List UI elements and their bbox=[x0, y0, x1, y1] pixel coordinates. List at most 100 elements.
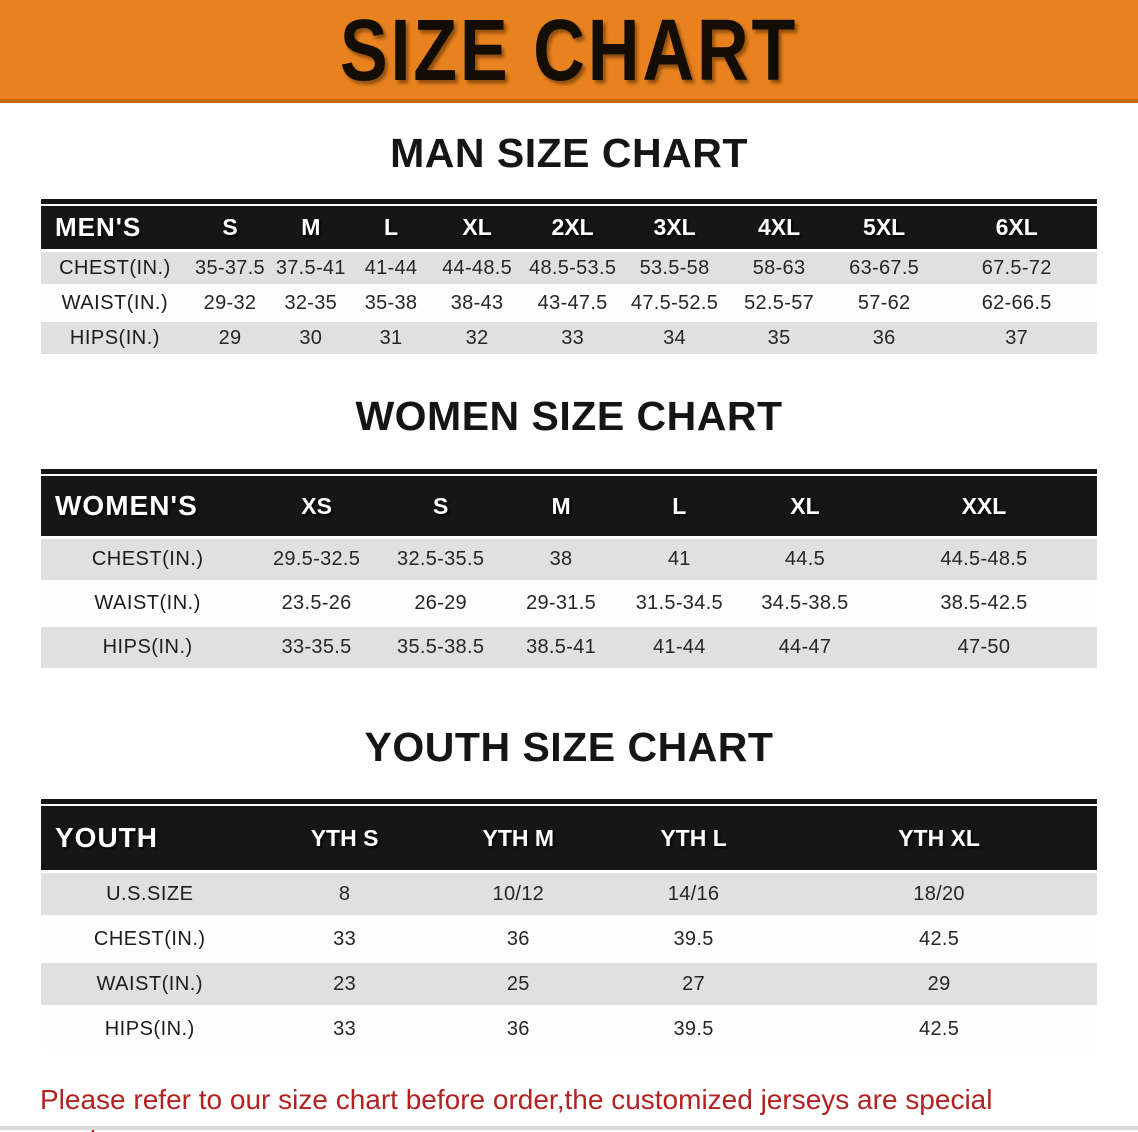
youth-size-value: 8 bbox=[338, 882, 351, 905]
youth-header-label: YOUTH bbox=[55, 822, 158, 853]
women-size-column-header: L bbox=[672, 492, 687, 519]
women-row-waistin: WAIST(IN.) 23.5-26 26-29 29-31.5 31.5-34.5 34… bbox=[41, 583, 1097, 624]
men-size-value: 62-66.5 bbox=[981, 291, 1052, 314]
women-size-column-header: XXL bbox=[961, 492, 1007, 519]
youth-row-ussize: U.S.SIZE 8 10/12 14/16 18/20 bbox=[41, 873, 1097, 915]
women-size-column-header: XS bbox=[301, 492, 332, 519]
men-size-column-header: M bbox=[301, 214, 321, 240]
men-size-value: 32 bbox=[465, 326, 489, 349]
women-size-value: 44.5-48.5 bbox=[940, 548, 1028, 570]
youth-size-value: 14/16 bbox=[667, 882, 720, 905]
men-size-value: 32-35 bbox=[284, 291, 338, 314]
size-chart-banner: SIZE CHART bbox=[0, 0, 1138, 103]
youth-size-value: 33 bbox=[333, 1017, 357, 1040]
women-size-value: 35.5-38.5 bbox=[397, 636, 485, 658]
men-row-label: CHEST(IN.) bbox=[59, 256, 171, 279]
women-size-table: WOMEN'S XS S M L XL XXL CHEST(IN.) 29.5-32.5 32.5… bbox=[41, 469, 1097, 668]
men-size-value: 37.5-41 bbox=[275, 256, 346, 279]
youth-size-value: 42.5 bbox=[919, 1017, 960, 1040]
men-size-value: 41-44 bbox=[364, 256, 418, 279]
men-size-value: 36 bbox=[872, 326, 896, 349]
women-header-label: WOMEN'S bbox=[55, 490, 198, 521]
women-row-chestin: CHEST(IN.) 29.5-32.5 32.5-35.5 38 41 44.5 44.5… bbox=[41, 539, 1097, 580]
men-size-value: 37 bbox=[1005, 326, 1029, 349]
youth-row-label: HIPS(IN.) bbox=[104, 1017, 195, 1040]
youth-size-value: 25 bbox=[506, 972, 530, 995]
men-row-chestin: CHEST(IN.) 35-37.5 37.5-41 41-44 44-48.5 48.5… bbox=[41, 252, 1097, 284]
women-size-value: 23.5-26 bbox=[281, 592, 352, 614]
men-size-value: 48.5-53.5 bbox=[529, 256, 617, 279]
women-size-value: 38.5-42.5 bbox=[940, 592, 1028, 614]
men-size-column-header: 2XL bbox=[551, 214, 594, 240]
men-size-value: 44-48.5 bbox=[442, 256, 513, 279]
youth-size-value: 39.5 bbox=[673, 1017, 714, 1040]
men-size-value: 67.5-72 bbox=[981, 256, 1052, 279]
women-size-value: 41-44 bbox=[652, 636, 706, 658]
men-size-value: 30 bbox=[299, 326, 323, 349]
men-size-column-header: 3XL bbox=[653, 214, 696, 240]
youth-size-column-header: YTH M bbox=[482, 824, 555, 851]
youth-row-chestin: CHEST(IN.) 33 36 39.5 42.5 bbox=[41, 918, 1097, 960]
men-size-value: 31 bbox=[379, 326, 403, 349]
men-size-value: 29-32 bbox=[203, 291, 257, 314]
youth-size-value: 36 bbox=[506, 927, 530, 950]
women-size-value: 38 bbox=[549, 548, 573, 570]
women-size-value: 32.5-35.5 bbox=[397, 548, 485, 570]
men-row-hipsin: HIPS(IN.) 29 30 31 32 33 34 35 36 37 bbox=[41, 322, 1097, 354]
youth-size-column-header: YTH S bbox=[310, 824, 379, 851]
youth-row-label: U.S.SIZE bbox=[106, 882, 194, 905]
women-size-value: 44-47 bbox=[778, 636, 832, 658]
women-row-hipsin: HIPS(IN.) 33-35.5 35.5-38.5 38.5-41 41-44 44-… bbox=[41, 627, 1097, 668]
women-size-value: 33-35.5 bbox=[281, 636, 352, 658]
men-size-value: 53.5-58 bbox=[639, 256, 710, 279]
women-size-value: 31.5-34.5 bbox=[635, 592, 723, 614]
youth-size-value: 27 bbox=[682, 972, 705, 995]
men-size-column-header: 6XL bbox=[995, 214, 1038, 240]
women-row-label: WAIST(IN.) bbox=[94, 592, 201, 614]
women-row-label: CHEST(IN.) bbox=[91, 548, 204, 570]
men-size-value: 33 bbox=[561, 326, 585, 349]
youth-size-value: 10/12 bbox=[492, 882, 545, 905]
men-size-value: 34 bbox=[663, 326, 686, 349]
women-size-value: 44.5 bbox=[784, 548, 826, 570]
men-row-label: WAIST(IN.) bbox=[61, 291, 169, 314]
youth-size-value: 29 bbox=[927, 972, 951, 995]
women-size-value: 29-31.5 bbox=[526, 592, 596, 614]
men-size-value: 29 bbox=[218, 326, 242, 349]
youth-size-value: 36 bbox=[506, 1017, 530, 1040]
youth-table-header-row: YOUTH YTH S YTH M YTH L YTH XL bbox=[41, 806, 1097, 870]
youth-row-hipsin: HIPS(IN.) 33 36 39.5 42.5 bbox=[41, 1008, 1097, 1050]
women-size-value: 47-50 bbox=[957, 636, 1011, 658]
men-section-title: MAN SIZE CHART bbox=[390, 130, 748, 176]
youth-size-value: 18/20 bbox=[913, 882, 965, 905]
page-title: SIZE CHART bbox=[339, 0, 799, 99]
women-size-column-header: S bbox=[432, 492, 449, 519]
men-size-column-header: XL bbox=[462, 214, 492, 240]
men-size-table: MEN'S S M L XL 2XL 3XL 4XL 5XL 6XL CHEST(IN.) 35-37… bbox=[41, 199, 1097, 354]
women-size-value: 26-29 bbox=[414, 592, 467, 614]
women-size-column-header: XL bbox=[790, 492, 820, 519]
youth-section-title: YOUTH SIZE CHART bbox=[364, 724, 774, 770]
bottom-divider bbox=[0, 1126, 1138, 1130]
men-size-value: 47.5-52.5 bbox=[630, 291, 719, 314]
men-row-waistin: WAIST(IN.) 29-32 32-35 35-38 38-43 43-47.5 47.… bbox=[41, 287, 1097, 319]
youth-row-label: WAIST(IN.) bbox=[96, 972, 203, 995]
youth-size-column-header: YTH XL bbox=[898, 824, 980, 851]
women-size-value: 41 bbox=[667, 548, 691, 570]
men-size-value: 35 bbox=[767, 326, 791, 349]
men-size-value: 43-47.5 bbox=[537, 291, 608, 314]
men-size-value: 58-63 bbox=[752, 256, 806, 279]
men-table-header-row: MEN'S S M L XL 2XL 3XL 4XL 5XL 6XL bbox=[41, 206, 1097, 249]
women-size-value: 29.5-32.5 bbox=[272, 548, 361, 570]
youth-row-label: CHEST(IN.) bbox=[93, 927, 206, 950]
youth-row-waistin: WAIST(IN.) 23 25 27 29 bbox=[41, 963, 1097, 1005]
women-row-label: HIPS(IN.) bbox=[102, 636, 193, 658]
men-size-column-header: L bbox=[383, 214, 399, 240]
men-header-label: MEN'S bbox=[55, 212, 142, 242]
youth-size-value: 42.5 bbox=[919, 927, 960, 950]
men-size-value: 57-62 bbox=[857, 291, 911, 314]
youth-size-value: 23 bbox=[333, 972, 357, 995]
youth-size-column-header: YTH L bbox=[660, 824, 727, 851]
men-size-column-header: 5XL bbox=[863, 214, 906, 240]
disclaimer-line-1: Please refer to our size chart before or… bbox=[40, 1084, 993, 1132]
